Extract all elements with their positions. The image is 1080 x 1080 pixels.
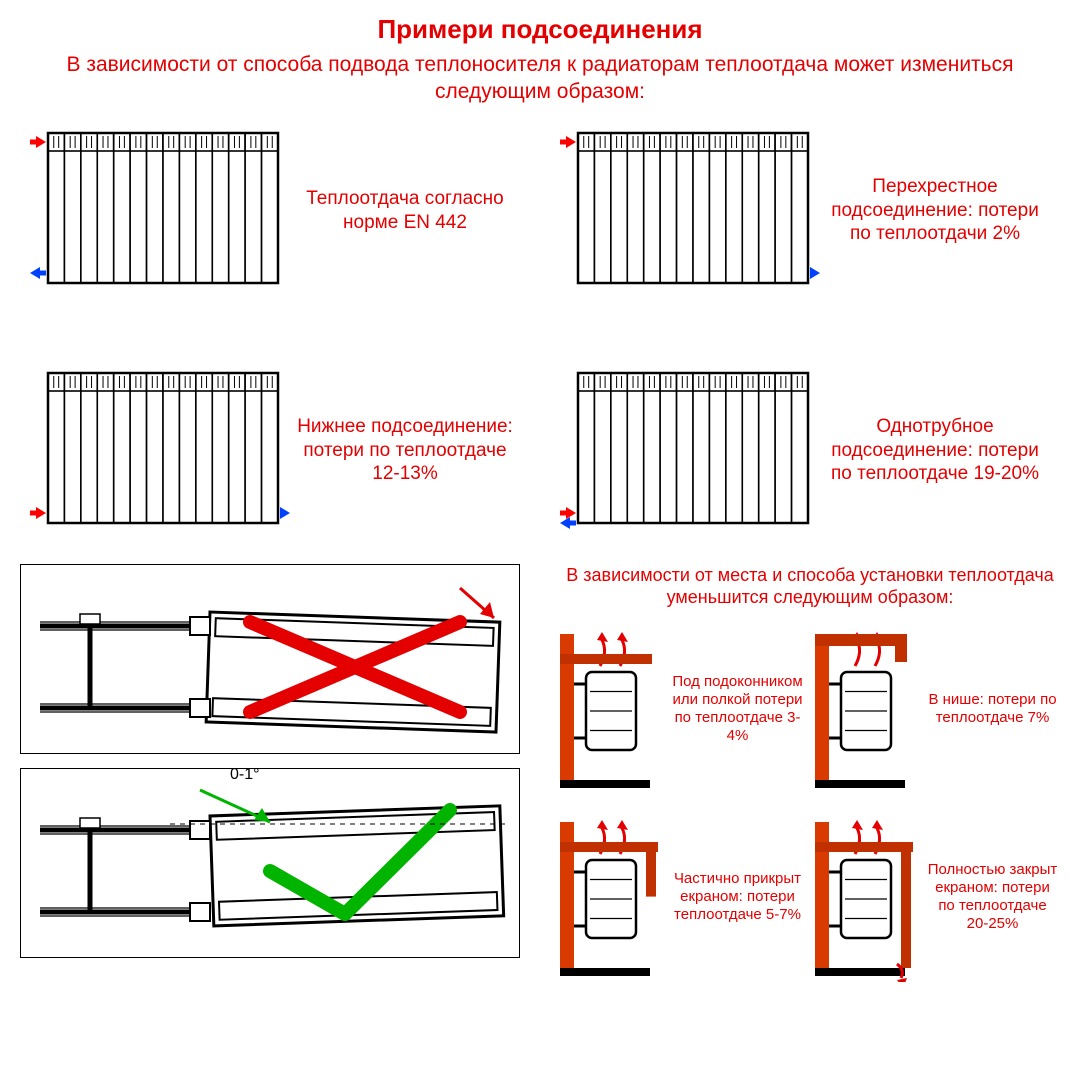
install-right: В зависимости от места и способа установ… <box>540 564 1060 987</box>
install-mini-diagram <box>560 812 670 982</box>
page-title: Примери подсоединения <box>0 0 1080 45</box>
install-caption: Частично прикрыт екраном: потери теплоот… <box>670 870 805 924</box>
install-caption: В нише: потери по теплоотдаче 7% <box>925 691 1060 727</box>
install-caption: Полностью закрыт екраном: потери по тепл… <box>925 861 1060 933</box>
install-mini-diagram <box>560 624 670 794</box>
install-left-diagrams: 0-1° <box>20 564 540 987</box>
install-cell: Полностью закрыт екраном: потери по тепл… <box>815 807 1060 987</box>
radiator-diagram <box>30 361 290 541</box>
connection-grid: Теплоотдача согласно норме EN 442 Перехр… <box>0 116 1080 546</box>
connection-cell: Теплоотдача согласно норме EN 442 <box>30 116 520 306</box>
install-wrong-diagram <box>20 564 540 754</box>
angle-label: 0-1° <box>230 766 260 784</box>
connection-caption: Теплоотдача согласно норме EN 442 <box>290 187 520 235</box>
install-mini-diagram <box>815 812 925 982</box>
connection-cell: Нижнее подсоединение: потери по теплоотд… <box>30 356 520 546</box>
page-subtitle: В зависимости от способа подвода теплоно… <box>60 51 1020 106</box>
install-mini-diagram <box>815 624 925 794</box>
install-cell: Под подоконником или полкой потери по те… <box>560 619 805 799</box>
install-note: В зависимости от места и способа установ… <box>560 564 1060 609</box>
install-cell: Частично прикрыт екраном: потери теплоот… <box>560 807 805 987</box>
connection-cell: Перехрестное подсоединение: потери по те… <box>560 116 1050 306</box>
install-mini-grid: Под подоконником или полкой потери по те… <box>560 619 1060 987</box>
connection-cell: Однотрубное подсоединение: потери по теп… <box>560 356 1050 546</box>
radiator-diagram <box>560 361 820 541</box>
connection-caption: Нижнее подсоединение: потери по теплоотд… <box>290 415 520 486</box>
install-correct-diagram: 0-1° <box>20 768 540 958</box>
install-caption: Под подоконником или полкой потери по те… <box>670 673 805 745</box>
radiator-diagram <box>30 121 290 301</box>
connection-caption: Однотрубное подсоединение: потери по теп… <box>820 415 1050 486</box>
install-section: 0-1° В зависимости от места и способа ус… <box>0 564 1080 987</box>
connection-caption: Перехрестное подсоединение: потери по те… <box>820 175 1050 246</box>
install-cell: В нише: потери по теплоотдаче 7% <box>815 619 1060 799</box>
radiator-diagram <box>560 121 820 301</box>
